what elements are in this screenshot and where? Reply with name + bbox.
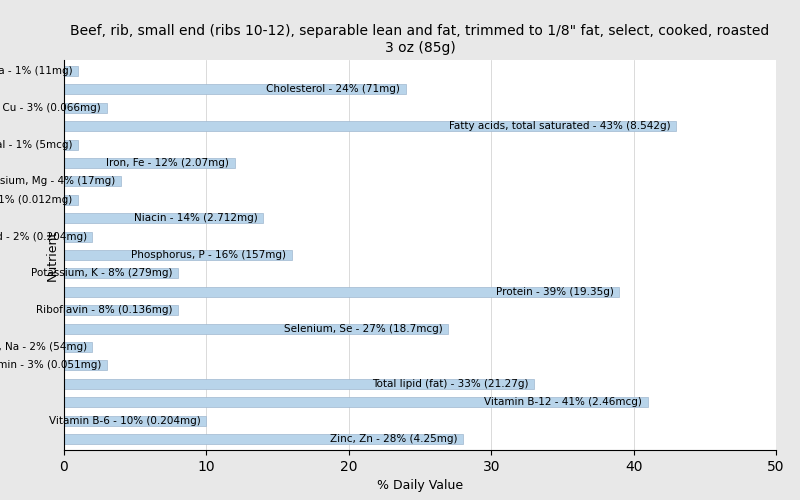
Text: Folate, total - 1% (5mcg): Folate, total - 1% (5mcg) [0,140,73,149]
Text: Total lipid (fat) - 33% (21.27g): Total lipid (fat) - 33% (21.27g) [372,379,528,389]
Bar [64,140,78,149]
Text: Phosphorus, P - 16% (157mg): Phosphorus, P - 16% (157mg) [131,250,286,260]
Text: Potassium, K - 8% (279mg): Potassium, K - 8% (279mg) [30,268,172,278]
Bar [64,158,235,168]
Bar [64,342,93,352]
Text: Cholesterol - 24% (71mg): Cholesterol - 24% (71mg) [266,84,400,94]
Bar [64,213,263,224]
Text: Fatty acids, total saturated - 43% (8.542g): Fatty acids, total saturated - 43% (8.54… [449,121,670,131]
Title: Beef, rib, small end (ribs 10-12), separable lean and fat, trimmed to 1/8" fat, : Beef, rib, small end (ribs 10-12), separ… [70,24,770,54]
Y-axis label: Nutrient: Nutrient [46,230,58,280]
Bar [64,360,106,370]
Text: Vitamin B-6 - 10% (0.204mg): Vitamin B-6 - 10% (0.204mg) [49,416,201,426]
Bar [64,286,619,297]
Bar [64,250,292,260]
Text: Vitamin B-12 - 41% (2.46mcg): Vitamin B-12 - 41% (2.46mcg) [484,397,642,407]
Bar [64,397,648,407]
Text: Iron, Fe - 12% (2.07mg): Iron, Fe - 12% (2.07mg) [106,158,229,168]
Text: Selenium, Se - 27% (18.7mcg): Selenium, Se - 27% (18.7mcg) [284,324,442,334]
Text: Magnesium, Mg - 4% (17mg): Magnesium, Mg - 4% (17mg) [0,176,115,186]
Bar [64,84,406,94]
Text: Riboflavin - 8% (0.136mg): Riboflavin - 8% (0.136mg) [36,305,172,315]
Bar [64,103,106,113]
Text: Copper, Cu - 3% (0.066mg): Copper, Cu - 3% (0.066mg) [0,103,101,113]
Bar [64,176,121,186]
Text: Pantothenic acid - 2% (0.204mg): Pantothenic acid - 2% (0.204mg) [0,232,86,241]
Bar [64,121,676,132]
Bar [64,268,178,278]
Bar [64,195,78,205]
Text: Zinc, Zn - 28% (4.25mg): Zinc, Zn - 28% (4.25mg) [330,434,457,444]
Text: Calcium, Ca - 1% (11mg): Calcium, Ca - 1% (11mg) [0,66,73,76]
Bar [64,305,178,315]
Text: Niacin - 14% (2.712mg): Niacin - 14% (2.712mg) [134,213,258,223]
Text: Thiamin - 3% (0.051mg): Thiamin - 3% (0.051mg) [0,360,101,370]
Bar [64,324,449,334]
Bar [64,434,462,444]
Text: Manganese, Mn - 1% (0.012mg): Manganese, Mn - 1% (0.012mg) [0,195,73,205]
Bar [64,232,93,241]
Text: Protein - 39% (19.35g): Protein - 39% (19.35g) [496,287,614,297]
Bar [64,66,78,76]
X-axis label: % Daily Value: % Daily Value [377,480,463,492]
Bar [64,378,534,389]
Bar [64,416,206,426]
Text: Sodium, Na - 2% (54mg): Sodium, Na - 2% (54mg) [0,342,86,352]
